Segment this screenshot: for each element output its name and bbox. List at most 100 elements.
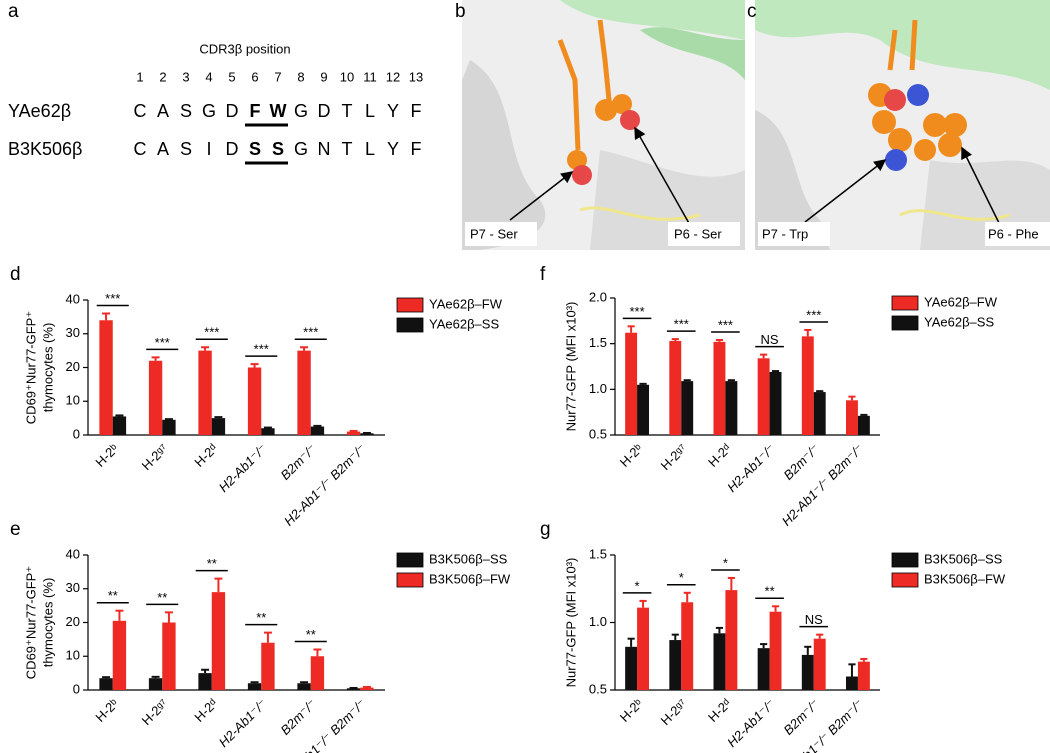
x-tick-label: H-2ᵈ — [705, 696, 734, 725]
significance: *** — [105, 291, 120, 306]
residue: L — [365, 139, 375, 159]
y-tick-label: 0 — [73, 681, 80, 696]
position: 3 — [182, 69, 189, 84]
error-bar — [164, 418, 173, 421]
significance: NS — [805, 612, 823, 627]
position: 13 — [409, 69, 423, 84]
error-bar — [671, 633, 679, 641]
y-tick-label: 1.5 — [589, 335, 607, 350]
bar — [713, 341, 726, 435]
error-bar — [639, 599, 647, 608]
error-bar — [115, 414, 124, 417]
bar — [211, 592, 226, 690]
significance: *** — [674, 317, 689, 332]
row-name: B3K506β — [8, 139, 82, 159]
significance: NS — [761, 332, 779, 347]
bar — [845, 400, 858, 435]
bar — [625, 332, 638, 435]
significance: ** — [157, 590, 167, 605]
bar — [346, 431, 361, 435]
bar — [713, 633, 726, 690]
legend-swatch — [396, 552, 424, 568]
y-tick-label: 1.5 — [589, 546, 607, 561]
bar — [757, 358, 770, 435]
y-tick-label: 1.0 — [589, 381, 607, 396]
bar — [681, 381, 694, 435]
position: 7 — [274, 69, 281, 84]
error-bar — [727, 576, 735, 591]
error-bar — [816, 633, 824, 639]
error-bar — [201, 346, 210, 351]
significance: ** — [765, 584, 775, 599]
error-bar — [349, 429, 358, 432]
bar — [857, 661, 870, 690]
y-tick-label: 10 — [66, 393, 80, 408]
error-bar — [102, 676, 111, 679]
significance: * — [723, 555, 728, 570]
bar — [261, 428, 275, 435]
residue: Y — [387, 139, 399, 159]
y-tick-label: 40 — [66, 291, 80, 306]
annotation: P6 - Phe — [988, 226, 1039, 241]
panel-label: d — [10, 264, 21, 285]
error-bar — [804, 328, 812, 337]
y-tick-label: 2.0 — [589, 289, 607, 304]
residue: D — [226, 101, 239, 121]
error-bar — [151, 675, 160, 679]
y-tick-label: 20 — [66, 359, 80, 374]
error-bar — [201, 668, 210, 674]
heading: CDR3β position — [199, 41, 290, 56]
position: 12 — [386, 69, 400, 84]
bar — [857, 415, 870, 435]
significance: ** — [207, 556, 217, 571]
bar — [801, 654, 814, 690]
position: 1 — [136, 69, 143, 84]
significance: *** — [718, 317, 733, 332]
bar — [211, 418, 226, 435]
x-tick-label: H-2ᵇ — [617, 696, 646, 725]
bar — [112, 620, 127, 690]
x-tick-label: H-2ᵇ — [617, 441, 646, 470]
panel-label: g — [540, 519, 551, 540]
bar — [637, 607, 650, 690]
row-name: YAe62β — [8, 101, 71, 121]
legend-label: B3K506β–FW — [924, 571, 1006, 586]
bar — [247, 683, 262, 690]
x-tick-label: H-2ᵈ — [191, 441, 220, 470]
x-tick-label: H-2ᵈ — [191, 696, 220, 725]
bar — [261, 642, 275, 690]
residue: D — [226, 139, 239, 159]
bar — [247, 367, 262, 435]
legend-label: B3K506β–SS — [924, 551, 1003, 566]
annotation: P6 - Ser — [674, 226, 722, 241]
residue: G — [294, 101, 308, 121]
bar — [198, 350, 212, 435]
structure-b — [462, 0, 745, 250]
x-tick-label: B2m⁻/⁻ — [278, 441, 320, 483]
annotation: P7 - Ser — [470, 226, 518, 241]
significance: *** — [806, 307, 821, 322]
legend-label: B3K506β–FW — [429, 571, 511, 586]
residue: N — [318, 139, 331, 159]
bar — [625, 646, 638, 690]
bar — [99, 320, 113, 435]
bar — [162, 622, 176, 690]
bar — [813, 392, 826, 435]
residue: S — [272, 139, 284, 159]
significance: * — [679, 570, 684, 585]
bar — [310, 656, 325, 690]
y-tick-label: 0.5 — [589, 426, 607, 441]
residue: S — [180, 101, 192, 121]
residue: T — [342, 139, 353, 159]
bar — [297, 350, 311, 435]
error-bar — [760, 353, 768, 359]
bar — [310, 426, 325, 435]
error-bar — [804, 645, 812, 655]
bar — [725, 381, 738, 435]
residue: D — [318, 101, 331, 121]
significance: *** — [204, 325, 219, 340]
error-bar — [263, 631, 272, 643]
bar — [99, 678, 113, 690]
error-bar — [250, 363, 259, 368]
significance: *** — [254, 342, 269, 357]
